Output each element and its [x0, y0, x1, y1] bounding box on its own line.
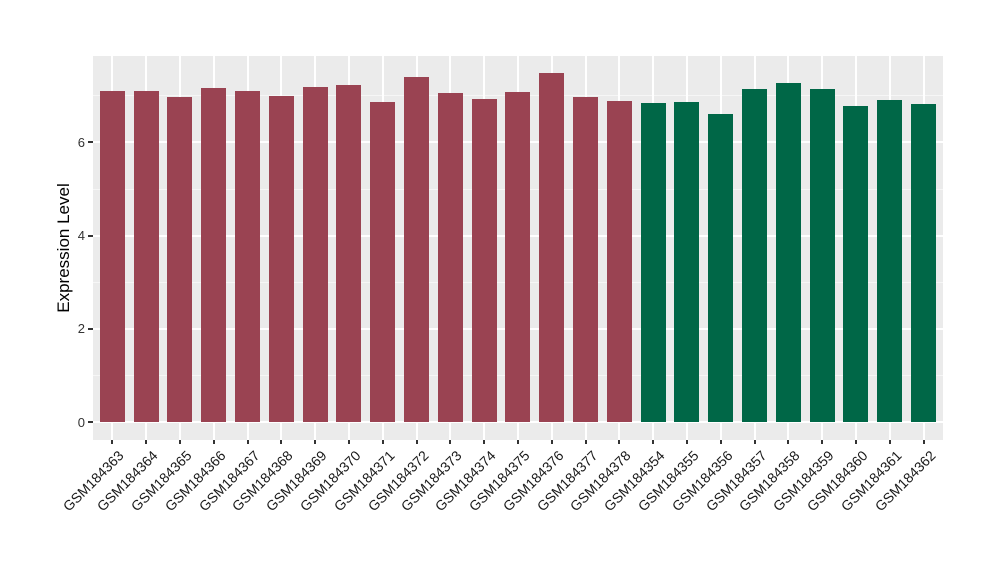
x-axis-tick — [516, 440, 519, 444]
bar-GSM184373 — [437, 93, 463, 422]
y-axis-title: Expression Level — [54, 183, 73, 313]
bar-GSM184363 — [99, 91, 125, 422]
x-axis-tick — [280, 440, 283, 444]
bar-GSM184355 — [674, 102, 700, 422]
bar-GSM184362 — [911, 103, 936, 422]
x-axis-tick — [111, 440, 114, 444]
x-axis-tick — [415, 440, 418, 444]
bar-GSM184366 — [201, 88, 227, 422]
plot-panel — [93, 56, 943, 440]
x-axis-tick — [145, 440, 148, 444]
bar-GSM184369 — [302, 87, 328, 422]
y-axis-tick-2 — [88, 327, 93, 330]
x-axis-tick — [821, 440, 824, 444]
bar-GSM184375 — [505, 91, 531, 422]
bar-GSM184370 — [336, 84, 362, 422]
bar-GSM184361 — [877, 100, 903, 422]
y-axis-tick-label: 2 — [77, 321, 85, 337]
bar-GSM184356 — [708, 114, 734, 422]
bar-GSM184360 — [843, 106, 869, 422]
x-axis-tick — [787, 440, 790, 444]
y-axis-tick-4 — [88, 234, 93, 237]
bar-GSM184376 — [539, 72, 565, 422]
x-axis-tick — [753, 440, 756, 444]
bar-GSM184364 — [133, 91, 159, 422]
bar-GSM184359 — [809, 88, 835, 422]
x-axis-tick — [618, 440, 621, 444]
bar-GSM184368 — [268, 95, 294, 422]
bar-GSM184374 — [471, 99, 497, 422]
bar-GSM184371 — [370, 102, 396, 422]
x-axis-tick — [888, 440, 891, 444]
bar-GSM184357 — [742, 89, 767, 422]
x-axis-tick — [246, 440, 249, 444]
y-axis-tick-label: 6 — [77, 134, 85, 150]
bar-GSM184372 — [404, 77, 429, 422]
x-axis-tick — [922, 440, 925, 444]
bar-GSM184377 — [573, 97, 598, 422]
x-axis-tick — [584, 440, 587, 444]
x-axis-tick — [685, 440, 688, 444]
x-axis-tick — [381, 440, 384, 444]
x-axis-tick — [449, 440, 452, 444]
x-axis-tick — [347, 440, 350, 444]
x-axis-tick — [483, 440, 486, 444]
y-axis-tick-label: 4 — [77, 228, 85, 244]
y-axis-tick-6 — [88, 141, 93, 144]
x-axis-tick — [314, 440, 317, 444]
x-axis-tick — [178, 440, 181, 444]
y-axis-tick-0 — [88, 421, 93, 423]
x-axis-tick — [719, 440, 722, 444]
y-axis-tick-label: 0 — [77, 414, 85, 430]
bar-GSM184378 — [606, 100, 632, 422]
bar-GSM184367 — [235, 91, 260, 422]
x-axis-tick — [550, 440, 553, 444]
x-axis-tick — [212, 440, 215, 444]
x-axis-tick — [854, 440, 857, 444]
bar-GSM184365 — [167, 97, 193, 422]
x-axis-tick — [652, 440, 655, 444]
bar-GSM184354 — [640, 102, 666, 422]
bar-GSM184358 — [775, 83, 801, 422]
